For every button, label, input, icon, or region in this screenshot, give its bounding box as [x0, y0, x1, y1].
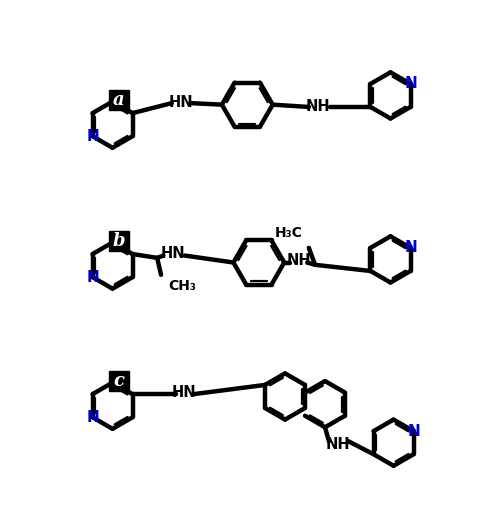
- Text: NH: NH: [326, 437, 350, 453]
- Text: NH: NH: [306, 99, 330, 114]
- Text: N: N: [404, 77, 417, 92]
- Text: H₃C: H₃C: [275, 226, 303, 240]
- Text: NH: NH: [287, 253, 311, 269]
- Text: HN: HN: [172, 385, 196, 400]
- Text: a: a: [113, 91, 124, 109]
- Text: N: N: [86, 270, 99, 285]
- Bar: [109, 231, 129, 251]
- Text: N: N: [86, 129, 99, 144]
- Bar: [109, 371, 129, 391]
- Text: b: b: [112, 232, 125, 250]
- Text: CH₃: CH₃: [169, 279, 196, 293]
- Bar: [109, 90, 129, 110]
- Text: c: c: [113, 372, 124, 390]
- Text: HN: HN: [169, 95, 194, 110]
- Text: HN: HN: [161, 246, 186, 261]
- Text: N: N: [404, 240, 417, 255]
- Text: N: N: [86, 410, 99, 425]
- Text: N: N: [407, 423, 420, 438]
